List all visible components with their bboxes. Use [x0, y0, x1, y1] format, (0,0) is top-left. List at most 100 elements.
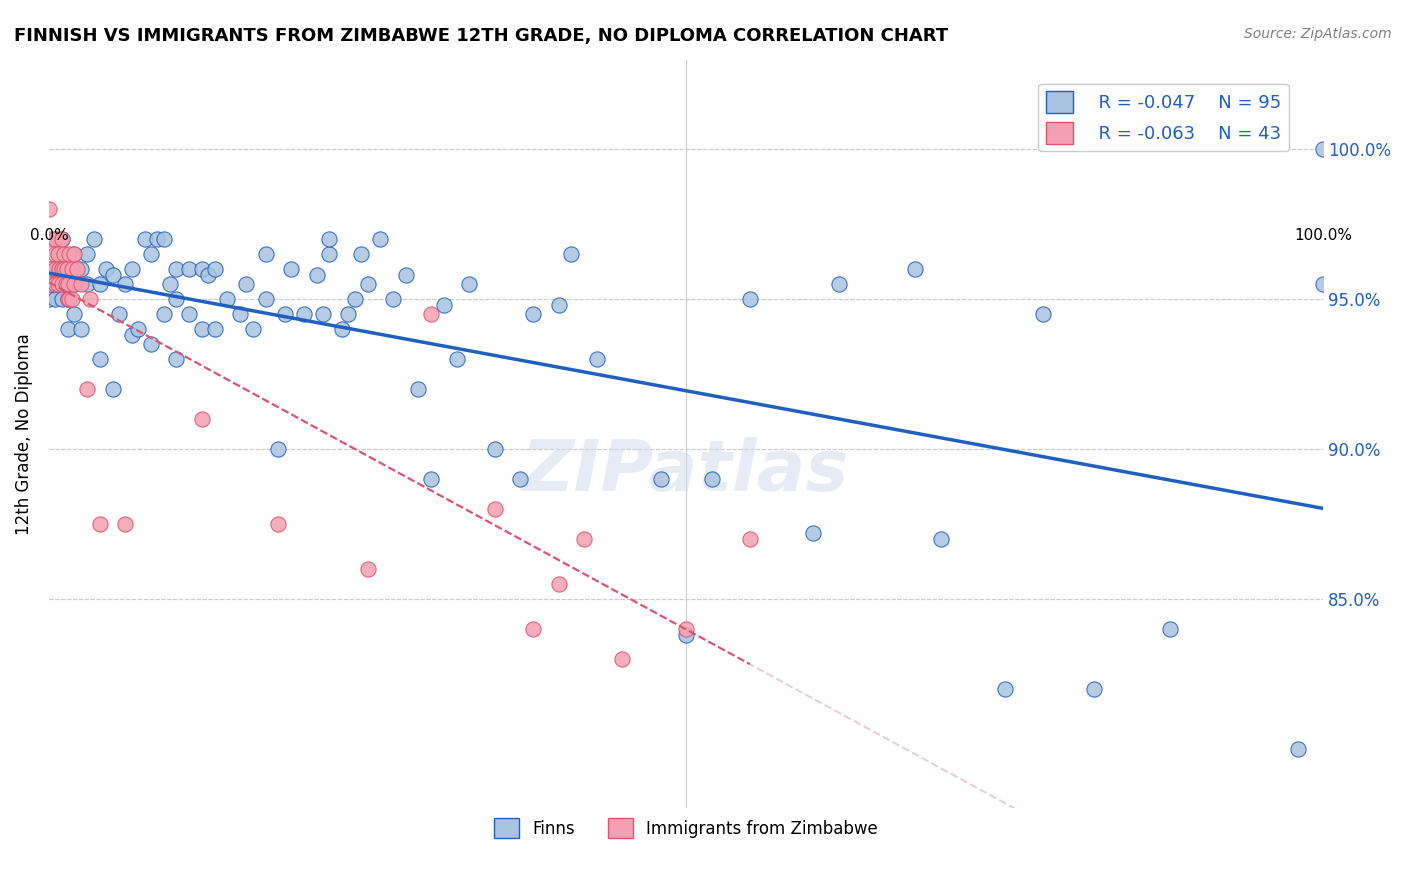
Point [108, 307, 131, 321]
Point [929, 532, 952, 546]
Point [51, 292, 73, 306]
Point [292, 307, 315, 321]
Text: FINNISH VS IMMIGRANTS FROM ZIMBABWE 12TH GRADE, NO DIPLOMA CORRELATION CHART: FINNISH VS IMMIGRANTS FROM ZIMBABWE 12TH… [14, 27, 948, 45]
Point [191, 412, 214, 426]
Point [69, 277, 91, 292]
Point [204, 262, 226, 277]
Point [738, 532, 761, 546]
Point [650, 472, 672, 486]
Point [1159, 622, 1181, 636]
Point [305, 268, 328, 283]
Point [56, 262, 79, 277]
Point [56, 322, 79, 336]
Point [179, 262, 201, 277]
Point [76, 277, 98, 292]
Point [446, 352, 468, 367]
Point [356, 277, 378, 292]
Point [152, 307, 174, 321]
Point [1286, 741, 1309, 756]
Point [44, 247, 66, 261]
Point [63, 307, 86, 321]
Point [51, 262, 73, 277]
Point [420, 472, 443, 486]
Point [337, 307, 360, 321]
Point [38, 202, 60, 217]
Point [1312, 277, 1334, 292]
Point [48, 262, 70, 277]
Point [547, 298, 569, 312]
Point [69, 262, 91, 277]
Point [66, 262, 89, 277]
Point [235, 277, 257, 292]
Point [675, 628, 697, 642]
Point [121, 262, 143, 277]
Point [700, 472, 723, 486]
Point [433, 298, 456, 312]
Point [83, 232, 105, 246]
Point [56, 262, 79, 277]
Point [146, 232, 169, 246]
Point [994, 681, 1017, 696]
Point [101, 382, 124, 396]
Point [484, 442, 506, 456]
Point [191, 322, 214, 336]
Point [44, 232, 66, 246]
Point [273, 307, 295, 321]
Point [53, 262, 76, 277]
Point [63, 247, 86, 261]
Point [38, 262, 60, 277]
Point [420, 307, 443, 321]
Point [803, 525, 825, 540]
Point [53, 247, 76, 261]
Y-axis label: 12th Grade, No Diploma: 12th Grade, No Diploma [15, 333, 32, 535]
Point [204, 322, 226, 336]
Point [1312, 143, 1334, 157]
Point [408, 382, 430, 396]
Point [51, 232, 73, 246]
Point [58, 292, 80, 306]
Point [242, 322, 264, 336]
Point [458, 277, 481, 292]
Point [38, 262, 60, 277]
Point [368, 232, 391, 246]
Point [586, 352, 609, 367]
Point [139, 247, 162, 261]
Point [55, 277, 77, 292]
Point [69, 322, 91, 336]
Point [60, 262, 83, 277]
Point [828, 277, 851, 292]
Point [89, 352, 111, 367]
Point [382, 292, 405, 306]
Point [179, 307, 201, 321]
Point [738, 292, 761, 306]
Point [134, 232, 156, 246]
Point [343, 292, 366, 306]
Point [46, 247, 69, 261]
Point [318, 232, 340, 246]
Point [60, 292, 83, 306]
Point [51, 253, 73, 268]
Point [267, 516, 290, 531]
Point [197, 268, 219, 283]
Point [560, 247, 582, 261]
Point [38, 292, 60, 306]
Point [350, 247, 373, 261]
Point [152, 232, 174, 246]
Point [44, 277, 66, 292]
Point [38, 232, 60, 246]
Point [56, 292, 79, 306]
Point [229, 307, 252, 321]
Point [58, 247, 80, 261]
Point [522, 622, 544, 636]
Point [139, 337, 162, 351]
Point [121, 328, 143, 343]
Point [484, 502, 506, 516]
Point [254, 292, 277, 306]
Text: ZIPatlas: ZIPatlas [523, 437, 849, 506]
Point [76, 247, 98, 261]
Point [76, 382, 98, 396]
Point [312, 307, 335, 321]
Point [63, 247, 86, 261]
Point [101, 268, 124, 283]
Point [1083, 681, 1105, 696]
